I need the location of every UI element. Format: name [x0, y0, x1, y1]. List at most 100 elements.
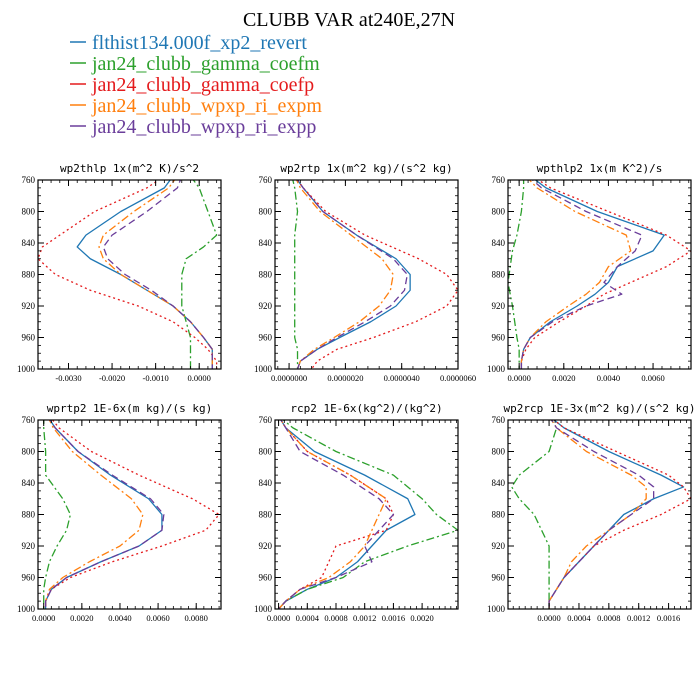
y-tick-label: 1000 [487, 364, 506, 374]
panel-title: wp2rcp 1E-3x(m^2 kg)/(s^2 kg) [503, 402, 695, 415]
legend-item: jan24_clubb_wpxp_ri_expp [70, 116, 316, 138]
series-line [520, 180, 643, 369]
y-tick-label: 760 [492, 415, 506, 425]
series-line [520, 180, 691, 369]
x-tick-label: -0.0020 [99, 373, 125, 383]
panel-title: wprtp2 1E-6x(m kg)/(s kg) [47, 402, 213, 415]
x-tick-label: 0.0060 [641, 373, 664, 383]
series-line [511, 420, 558, 609]
legend-label: jan24_clubb_gamma_coefm [91, 53, 320, 75]
series-group [38, 180, 218, 369]
chart-panel: wp2rtp 1x(m^2 kg)/(s^2 kg) 760 800 840 880 92… [254, 162, 476, 383]
y-tick-label: 800 [259, 207, 273, 217]
chart-panel: wp2rcp 1E-3x(m^2 kg)/(s^2 kg)760 800 840 88… [487, 402, 696, 623]
plot-frame [507, 179, 692, 370]
legend-label: jan24_clubb_wpxp_ri_expm [91, 95, 322, 117]
chart-panel: wp2thlp 1x(m^2 K)/s^2 760 800 840 880 920 960 1… [17, 162, 222, 383]
y-tick-label: 880 [22, 510, 36, 520]
series-line [44, 420, 144, 609]
series-line [508, 180, 525, 369]
chart-panel: wprtp2 1E-6x(m kg)/(s kg) 760 800 840 880 920… [17, 402, 222, 623]
series-line [38, 180, 218, 369]
chart-panel: rcp2 1E-6x(kg^2)/(kg^2) 760 800 840 880 920 96… [254, 402, 459, 623]
series-group [278, 420, 458, 609]
x-tick-label: 0.0000040 [384, 373, 420, 383]
y-tick-label: 800 [259, 447, 273, 457]
y-tick-label: 840 [22, 238, 36, 248]
x-tick-label: 0.0000060 [440, 373, 476, 383]
y-tick-label: 1000 [254, 604, 273, 614]
series-line [295, 180, 394, 369]
series-line [278, 420, 387, 609]
legend-item: jan24_clubb_wpxp_ri_expm [70, 95, 322, 117]
x-tick-label: 0.0004 [567, 613, 591, 623]
series-line [44, 420, 165, 609]
y-tick-label: 880 [492, 510, 506, 520]
y-tick-label: 880 [492, 270, 506, 280]
legend-item: jan24_clubb_gamma_coefm [70, 53, 320, 75]
y-tick-label: 920 [492, 541, 506, 551]
x-tick-label: 0.0000 [537, 613, 560, 623]
legend-item: jan24_clubb_gamma_coefp [70, 74, 314, 96]
series-group [292, 180, 458, 369]
series-line [278, 420, 395, 609]
y-tick-label: 880 [259, 270, 273, 280]
y-tick-label: 760 [492, 175, 506, 185]
series-group [43, 420, 220, 609]
x-tick-label: 0.0040 [108, 613, 131, 623]
x-tick-label: -0.0010 [143, 373, 169, 383]
x-tick-label: 0.0000020 [327, 373, 363, 383]
x-tick-label: 0.0000 [188, 373, 211, 383]
y-tick-label: 920 [259, 541, 273, 551]
panel-title: wpthlp2 1x(m K^2)/s [537, 162, 663, 175]
y-tick-label: 840 [492, 238, 506, 248]
y-tick-label: 800 [492, 447, 506, 457]
legend-label: jan24_clubb_wpxp_ri_expp [91, 116, 316, 138]
series-line [278, 420, 416, 609]
y-tick-label: 960 [259, 333, 273, 343]
y-tick-label: 880 [22, 270, 36, 280]
x-tick-label: 0.0000 [507, 373, 530, 383]
x-tick-label: 0.0000 [32, 613, 55, 623]
x-tick-label: 0.0016 [382, 613, 405, 623]
panel-title: wp2thlp 1x(m^2 K)/s^2 [60, 162, 199, 175]
y-tick-label: 920 [492, 301, 506, 311]
legend-item: flthist134.000f_xp2_revert [70, 32, 307, 54]
y-tick-label: 760 [259, 175, 273, 185]
plot-frame [37, 179, 222, 370]
y-tick-label: 920 [259, 301, 273, 311]
y-tick-label: 760 [259, 415, 273, 425]
y-tick-label: 800 [22, 207, 36, 217]
series-line [278, 420, 458, 609]
x-tick-label: 0.0020 [70, 613, 93, 623]
x-tick-label: 0.0008 [324, 613, 347, 623]
series-group [511, 420, 691, 609]
panel-title: wp2rtp 1x(m^2 kg)/(s^2 kg) [280, 162, 452, 175]
series-line [102, 180, 213, 369]
series-line [44, 420, 220, 609]
y-tick-label: 960 [22, 573, 36, 583]
y-tick-label: 760 [22, 415, 36, 425]
x-tick-label: 0.0004 [296, 613, 320, 623]
y-tick-label: 840 [492, 478, 506, 488]
figure-title: CLUBB VAR at240E,27N [243, 9, 455, 31]
series-line [548, 420, 691, 609]
y-tick-label: 960 [259, 573, 273, 583]
chart-panel: wpthlp2 1x(m K^2)/s 760 800 840 880 920 960 100… [487, 162, 692, 383]
series-line [292, 180, 299, 369]
series-group [508, 180, 691, 369]
y-tick-label: 1000 [17, 604, 36, 614]
plot-frame [507, 419, 692, 610]
x-tick-label: 0.0008 [597, 613, 620, 623]
y-tick-label: 760 [22, 175, 36, 185]
series-line [278, 420, 395, 609]
y-tick-label: 1000 [17, 364, 36, 374]
x-tick-label: 0.0080 [185, 613, 208, 623]
y-tick-label: 920 [22, 541, 36, 551]
series-line [296, 180, 408, 369]
legend: flthist134.000f_xp2_revert jan24_clubb_g… [70, 32, 322, 138]
x-tick-label: 0.0040 [597, 373, 620, 383]
y-tick-label: 960 [492, 333, 506, 343]
y-tick-label: 800 [22, 447, 36, 457]
